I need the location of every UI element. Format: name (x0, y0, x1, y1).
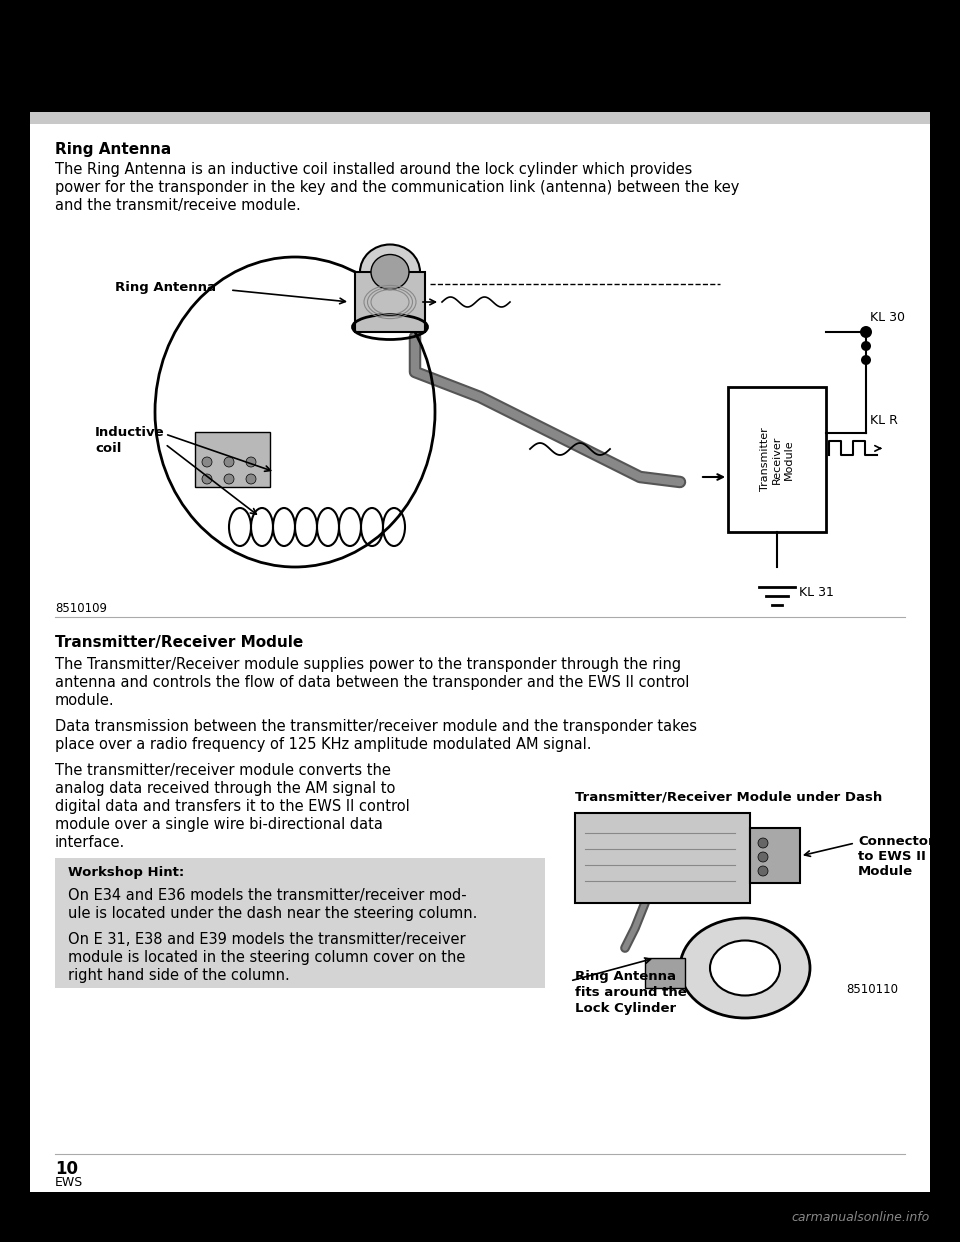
Text: KL 30: KL 30 (870, 310, 905, 324)
Circle shape (758, 866, 768, 876)
Text: Ring Antenna: Ring Antenna (575, 970, 676, 982)
Text: 10: 10 (55, 1160, 78, 1177)
Circle shape (224, 457, 234, 467)
Text: On E 31, E38 and E39 models the transmitter/receiver: On E 31, E38 and E39 models the transmit… (68, 932, 466, 946)
Text: right hand side of the column.: right hand side of the column. (68, 968, 290, 982)
Text: Connector
to EWS II
Module: Connector to EWS II Module (858, 835, 935, 878)
Text: ule is located under the dash near the steering column.: ule is located under the dash near the s… (68, 905, 477, 922)
Circle shape (758, 852, 768, 862)
Text: EWS: EWS (55, 1176, 84, 1189)
Circle shape (246, 474, 256, 484)
Text: The Transmitter/Receiver module supplies power to the transponder through the ri: The Transmitter/Receiver module supplies… (55, 657, 682, 672)
Text: antenna and controls the flow of data between the transponder and the EWS II con: antenna and controls the flow of data be… (55, 674, 689, 691)
Circle shape (224, 474, 234, 484)
Circle shape (861, 342, 871, 351)
Ellipse shape (360, 245, 420, 299)
Text: Data transmission between the transmitter/receiver module and the transponder ta: Data transmission between the transmitte… (55, 719, 697, 734)
Text: KL R: KL R (870, 415, 898, 427)
Text: Workshop Hint:: Workshop Hint: (68, 866, 184, 879)
Text: module over a single wire bi-directional data: module over a single wire bi-directional… (55, 817, 383, 832)
Text: Transmitter/Receiver Module: Transmitter/Receiver Module (55, 635, 303, 650)
Text: Ring Antenna: Ring Antenna (115, 281, 216, 293)
Text: Inductive: Inductive (95, 426, 164, 438)
Text: The transmitter/receiver module converts the: The transmitter/receiver module converts… (55, 763, 391, 777)
Circle shape (758, 838, 768, 848)
Text: module.: module. (55, 693, 114, 708)
Text: Lock Cylinder: Lock Cylinder (575, 1002, 676, 1015)
FancyBboxPatch shape (728, 388, 826, 532)
Text: and the transmit/receive module.: and the transmit/receive module. (55, 197, 300, 212)
Text: KL 31: KL 31 (799, 585, 834, 599)
Circle shape (860, 325, 872, 338)
Text: 8510110: 8510110 (846, 982, 898, 996)
Text: fits around the: fits around the (575, 986, 686, 999)
Text: Transmitter/Receiver Module under Dash: Transmitter/Receiver Module under Dash (575, 791, 882, 804)
Ellipse shape (680, 918, 810, 1018)
FancyBboxPatch shape (645, 958, 685, 987)
Circle shape (246, 457, 256, 467)
FancyBboxPatch shape (575, 814, 750, 903)
Text: coil: coil (95, 442, 121, 456)
Circle shape (861, 355, 871, 365)
Text: carmanualsonline.info: carmanualsonline.info (792, 1211, 930, 1225)
Text: Transmitter
Receiver
Module: Transmitter Receiver Module (760, 427, 794, 492)
FancyBboxPatch shape (30, 62, 930, 1192)
FancyBboxPatch shape (30, 62, 930, 112)
Circle shape (202, 457, 212, 467)
Text: interface.: interface. (55, 835, 125, 850)
Text: power for the transponder in the key and the communication link (antenna) betwee: power for the transponder in the key and… (55, 180, 739, 195)
FancyBboxPatch shape (750, 828, 800, 883)
FancyBboxPatch shape (195, 432, 270, 487)
Ellipse shape (710, 940, 780, 996)
Text: analog data received through the AM signal to: analog data received through the AM sign… (55, 781, 396, 796)
Text: On E34 and E36 models the transmitter/receiver mod-: On E34 and E36 models the transmitter/re… (68, 888, 467, 903)
Text: The Ring Antenna is an inductive coil installed around the lock cylinder which p: The Ring Antenna is an inductive coil in… (55, 161, 692, 178)
FancyBboxPatch shape (30, 112, 930, 124)
Ellipse shape (371, 255, 409, 289)
Text: module is located in the steering column cover on the: module is located in the steering column… (68, 950, 466, 965)
Text: place over a radio frequency of 125 KHz amplitude modulated AM signal.: place over a radio frequency of 125 KHz … (55, 737, 591, 751)
FancyBboxPatch shape (55, 858, 545, 987)
Text: 8510109: 8510109 (55, 602, 107, 615)
FancyBboxPatch shape (355, 272, 425, 332)
Text: Ring Antenna: Ring Antenna (55, 142, 171, 156)
Circle shape (202, 474, 212, 484)
Text: digital data and transfers it to the EWS II control: digital data and transfers it to the EWS… (55, 799, 410, 814)
